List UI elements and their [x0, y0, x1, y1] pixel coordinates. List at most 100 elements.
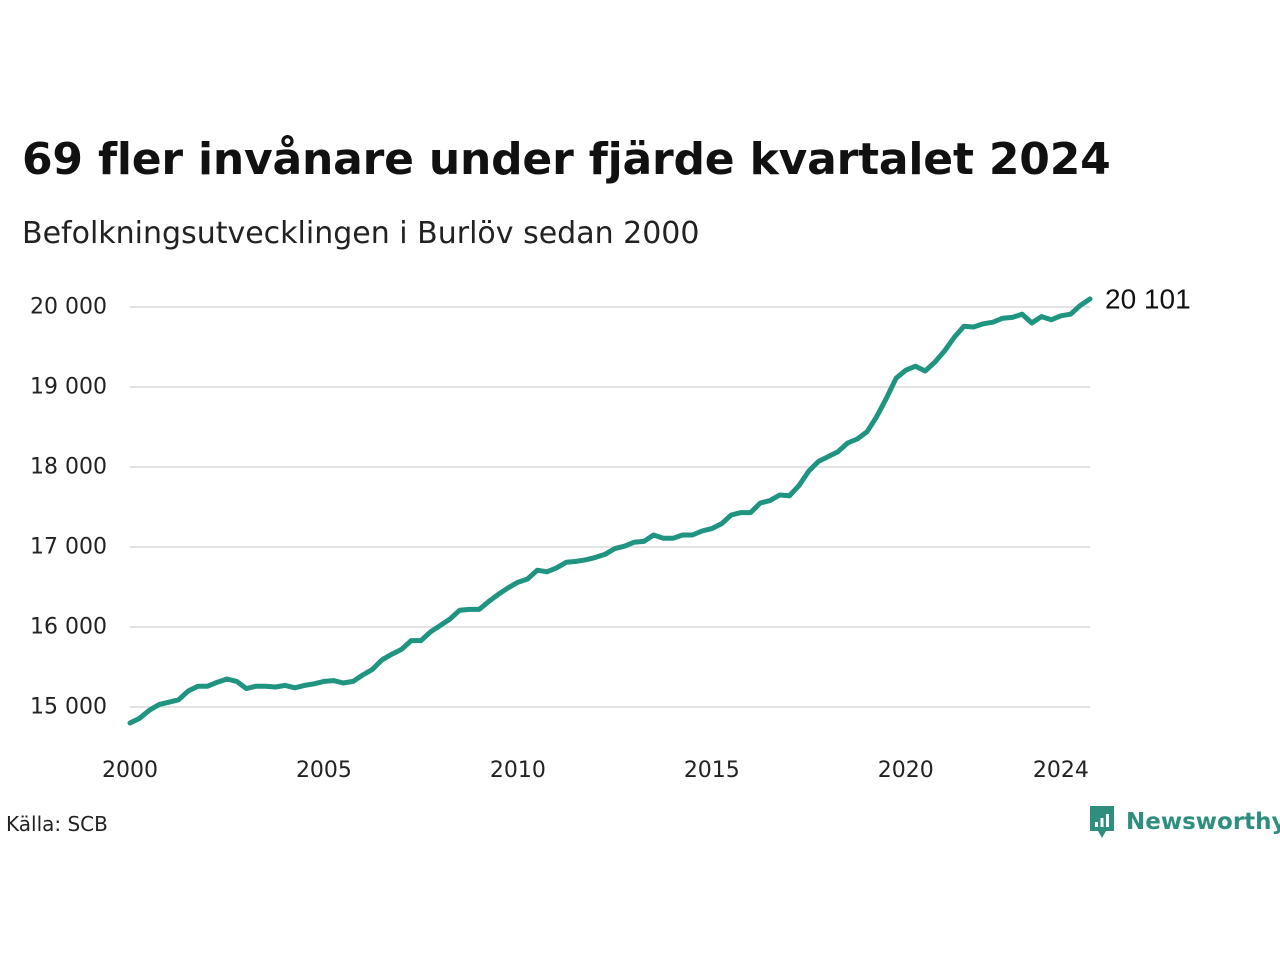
- x-tick-label-2024: 2024: [1033, 758, 1089, 783]
- data-point-11: [234, 679, 239, 684]
- data-point-6: [186, 689, 191, 694]
- data-point-57: [680, 533, 685, 538]
- data-point-23: [351, 679, 356, 684]
- data-point-91: [1010, 315, 1015, 320]
- y-tick-label-18000: 18 000: [30, 455, 107, 480]
- data-point-5: [176, 697, 181, 702]
- newsworthy-logo[interactable]: Newsworthy: [1088, 804, 1280, 840]
- data-point-65: [758, 501, 763, 506]
- data-point-43: [545, 569, 550, 574]
- data-point-73: [835, 449, 840, 454]
- data-point-89: [991, 320, 996, 325]
- data-point-22: [341, 681, 346, 686]
- data-point-62: [729, 513, 734, 518]
- x-tick-label-2000: 2000: [102, 758, 158, 783]
- data-point-35: [467, 607, 472, 612]
- population-series-line: [127, 296, 1093, 726]
- data-point-17: [292, 685, 297, 690]
- y-tick-label-20000: 20 000: [30, 295, 107, 320]
- data-point-58: [690, 533, 695, 538]
- data-point-19: [312, 681, 317, 686]
- data-point-18: [302, 683, 307, 688]
- y-tick-label-16000: 16 000: [30, 615, 107, 640]
- data-point-80: [903, 368, 908, 373]
- data-point-82: [923, 369, 928, 374]
- newsworthy-chart-bubble-icon: [1090, 806, 1114, 838]
- data-point-51: [622, 544, 627, 549]
- source-note: Källa: SCB: [6, 812, 108, 836]
- data-point-70: [806, 469, 811, 474]
- data-point-81: [913, 364, 918, 369]
- data-point-42: [535, 568, 540, 573]
- data-point-48: [593, 555, 598, 560]
- data-point-31: [428, 629, 433, 634]
- data-point-97: [1068, 312, 1073, 317]
- data-point-8: [205, 684, 210, 689]
- data-point-98: [1078, 303, 1083, 308]
- data-point-85: [952, 335, 957, 340]
- data-point-59: [700, 529, 705, 534]
- data-point-55: [661, 536, 666, 541]
- data-point-7: [195, 684, 200, 689]
- data-point-76: [865, 429, 870, 434]
- x-tick-label-2015: 2015: [684, 758, 740, 783]
- data-point-53: [641, 539, 646, 544]
- data-point-52: [632, 540, 637, 545]
- data-point-33: [448, 617, 453, 622]
- data-point-93: [1029, 321, 1034, 326]
- data-point-66: [768, 498, 773, 503]
- grid-lines: [130, 306, 1090, 708]
- data-point-28: [399, 647, 404, 652]
- data-point-63: [738, 510, 743, 515]
- data-point-46: [574, 559, 579, 564]
- data-point-0: [128, 721, 133, 726]
- data-point-12: [244, 686, 249, 691]
- data-point-3: [157, 702, 162, 707]
- series-points: [128, 296, 1093, 725]
- data-point-41: [525, 577, 530, 582]
- data-point-75: [855, 437, 860, 442]
- data-point-36: [477, 607, 482, 612]
- data-point-99: [1088, 296, 1093, 301]
- data-point-90: [1000, 316, 1005, 321]
- data-point-21: [331, 678, 336, 683]
- data-point-84: [942, 349, 947, 354]
- data-point-30: [418, 638, 423, 643]
- data-point-1: [137, 716, 142, 721]
- data-point-10: [225, 677, 230, 682]
- y-tick-label-19000: 19 000: [30, 375, 107, 400]
- data-point-83: [932, 360, 937, 365]
- data-point-39: [506, 585, 511, 590]
- data-point-54: [651, 533, 656, 538]
- data-point-72: [826, 454, 831, 459]
- data-point-13: [254, 684, 259, 689]
- y-tick-label-15000: 15 000: [30, 695, 107, 720]
- data-point-77: [874, 414, 879, 419]
- data-point-4: [166, 700, 171, 705]
- data-point-40: [515, 580, 520, 585]
- y-tick-label-17000: 17 000: [30, 535, 107, 560]
- chart-subtitle: Befolkningsutvecklingen i Burlöv sedan 2…: [22, 216, 700, 251]
- data-point-49: [603, 552, 608, 557]
- data-point-44: [554, 565, 559, 570]
- data-point-32: [438, 623, 443, 628]
- data-point-92: [1020, 312, 1025, 317]
- data-point-27: [389, 652, 394, 657]
- data-point-16: [283, 683, 288, 688]
- data-point-29: [409, 638, 414, 643]
- data-point-67: [777, 493, 782, 498]
- data-point-45: [564, 560, 569, 565]
- data-point-88: [981, 321, 986, 326]
- data-point-87: [971, 325, 976, 330]
- data-point-37: [486, 599, 491, 604]
- data-point-74: [845, 441, 850, 446]
- data-point-95: [1049, 317, 1054, 322]
- data-point-2: [147, 708, 152, 713]
- data-point-34: [457, 608, 462, 613]
- data-point-86: [961, 324, 966, 329]
- data-point-14: [263, 684, 268, 689]
- y-axis-ticks: 15 000 16 000 17 000 18 000 19 000 20 000: [30, 295, 107, 720]
- newsworthy-logo-text: Newsworthy: [1126, 809, 1280, 835]
- data-point-78: [884, 396, 889, 401]
